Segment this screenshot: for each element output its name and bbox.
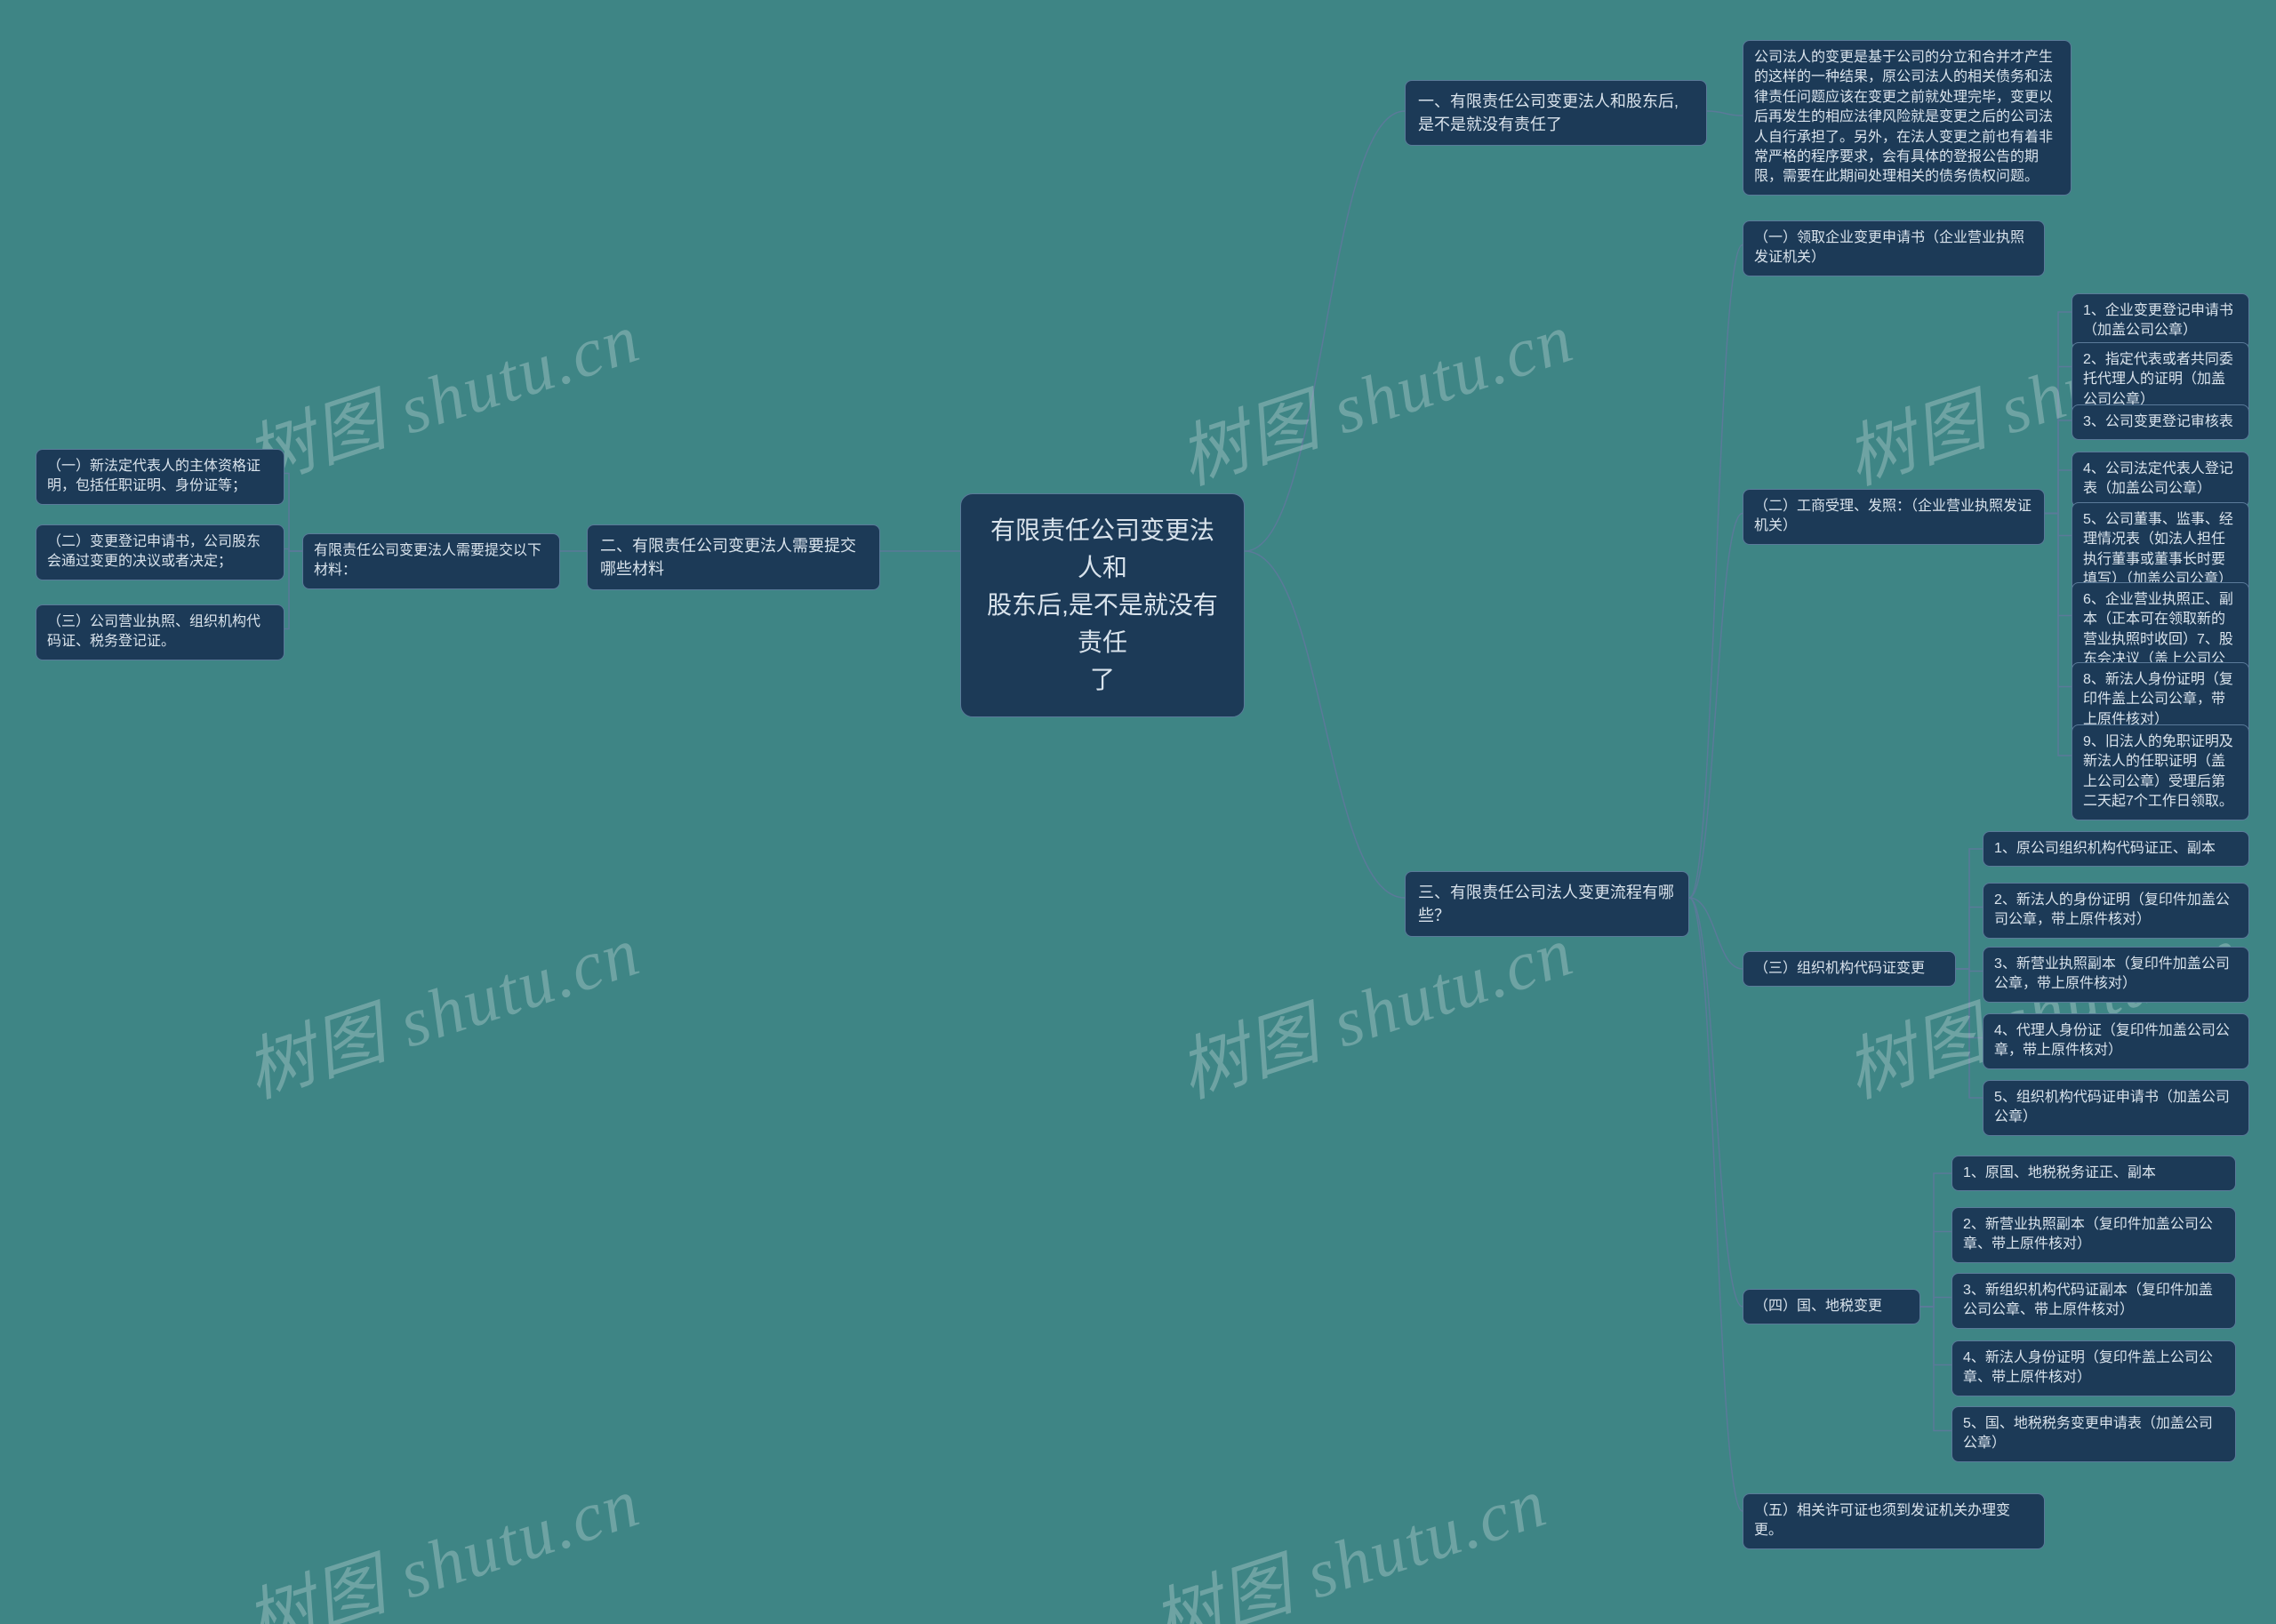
branch-3-2-leaf-0[interactable]: 1、原公司组织机构代码证正、副本 <box>1983 831 2249 867</box>
branch-3-2-leaf-4[interactable]: 5、组织机构代码证申请书（加盖公司公章） <box>1983 1080 2249 1136</box>
branch-3-child-2[interactable]: （三）组织机构代码证变更 <box>1743 951 1956 987</box>
branch-3-3-leaf-2[interactable]: 3、新组织机构代码证副本（复印件加盖公司公章、带上原件核对） <box>1951 1273 2236 1329</box>
branch-2[interactable]: 二、有限责任公司变更法人需要提交哪些材料 <box>587 524 880 590</box>
branch-3-child-3[interactable]: （四）国、地税变更 <box>1743 1289 1920 1324</box>
branch-3[interactable]: 三、有限责任公司法人变更流程有哪些？ <box>1405 871 1689 937</box>
branch-2-child[interactable]: 有限责任公司变更法人需要提交以下材料： <box>302 533 560 589</box>
branch-3-1-leaf-0[interactable]: 1、企业变更登记申请书（加盖公司公章） <box>2072 293 2249 349</box>
branch-3-2-leaf-2[interactable]: 3、新营业执照副本（复印件加盖公司公章，带上原件核对） <box>1983 947 2249 1003</box>
branch-3-1-leaf-2[interactable]: 3、公司变更登记审核表 <box>2072 404 2249 440</box>
branch-3-2-leaf-1[interactable]: 2、新法人的身份证明（复印件加盖公司公章，带上原件核对） <box>1983 883 2249 939</box>
branch-2-leaf-2[interactable]: （三）公司营业执照、组织机构代码证、税务登记证。 <box>36 604 284 660</box>
branch-3-child-1[interactable]: （二）工商受理、发照：（企业营业执照发证机关） <box>1743 489 2045 545</box>
branch-3-child-4[interactable]: （五）相关许可证也须到发证机关办理变更。 <box>1743 1493 2045 1549</box>
branch-3-3-leaf-1[interactable]: 2、新营业执照副本（复印件加盖公司公章、带上原件核对） <box>1951 1207 2236 1263</box>
branch-3-3-leaf-3[interactable]: 4、新法人身份证明（复印件盖上公司公章、带上原件核对） <box>1951 1340 2236 1396</box>
branch-3-child-0[interactable]: （一）领取企业变更申请书（企业营业执照发证机关） <box>1743 220 2045 276</box>
branch-3-1-leaf-7[interactable]: 9、旧法人的免职证明及新法人的任职证明（盖上公司公章）受理后第二天起7个工作日领… <box>2072 724 2249 820</box>
branch-3-1-leaf-3[interactable]: 4、公司法定代表人登记表（加盖公司公章） <box>2072 452 2249 508</box>
center-node[interactable]: 有限责任公司变更法人和股东后,是不是就没有责任了 <box>960 493 1245 717</box>
branch-1-leaf[interactable]: 公司法人的变更是基于公司的分立和合并才产生的这样的一种结果，原公司法人的相关债务… <box>1743 40 2072 196</box>
branch-3-3-leaf-4[interactable]: 5、国、地税税务变更申请表（加盖公司公章） <box>1951 1406 2236 1462</box>
branch-3-2-leaf-3[interactable]: 4、代理人身份证（复印件加盖公司公章，带上原件核对） <box>1983 1013 2249 1069</box>
branch-2-leaf-1[interactable]: （二）变更登记申请书，公司股东会通过变更的决议或者决定； <box>36 524 284 580</box>
branch-1[interactable]: 一、有限责任公司变更法人和股东后,是不是就没有责任了 <box>1405 80 1707 146</box>
branch-2-leaf-0[interactable]: （一）新法定代表人的主体资格证明，包括任职证明、身份证等； <box>36 449 284 505</box>
branch-3-3-leaf-0[interactable]: 1、原国、地税税务证正、副本 <box>1951 1156 2236 1191</box>
